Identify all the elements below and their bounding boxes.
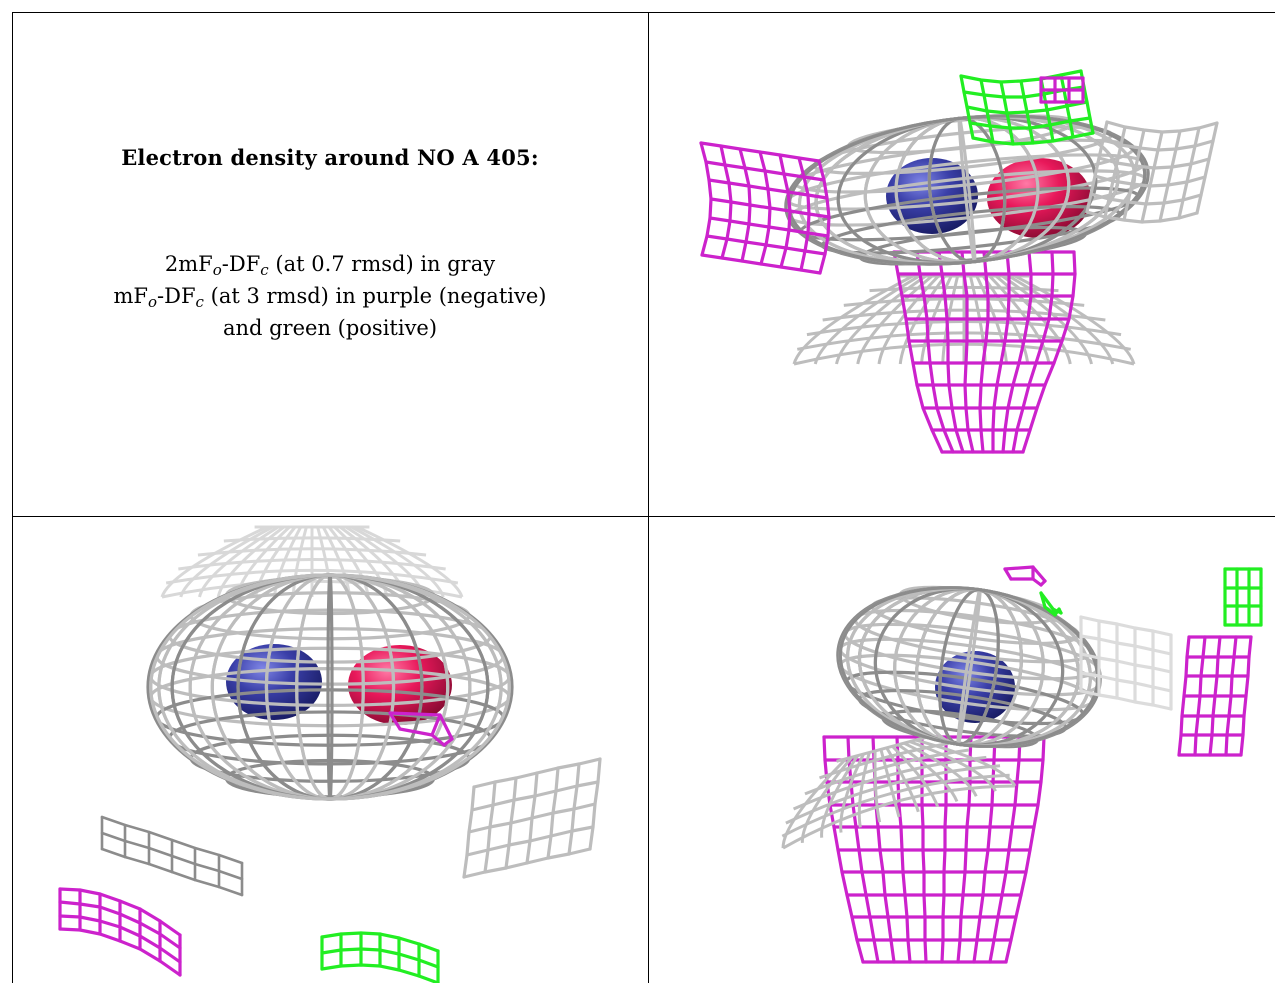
positive-mesh-right xyxy=(1223,567,1263,627)
negative-mesh-left xyxy=(699,141,831,275)
positive-mesh-top xyxy=(959,69,1095,146)
positive-mesh-bottom xyxy=(320,931,440,983)
border-left xyxy=(12,12,13,983)
negative-mesh-bottom xyxy=(58,887,182,977)
line1-sub1: o xyxy=(212,261,222,279)
caption-line-2: mFo-DFc (at 3 rmsd) in purple (negative) xyxy=(12,280,648,312)
line1-post: (at 0.7 rmsd) in gray xyxy=(268,252,496,276)
density-view-bottom-right xyxy=(781,565,1263,964)
caption-lines: 2mFo-DFc (at 0.7 rmsd) in gray mFo-DFc (… xyxy=(12,248,648,344)
view-bottom-left-cell xyxy=(12,517,648,983)
line1-mid: -DF xyxy=(221,252,261,276)
density-view-bottom-left xyxy=(58,525,602,983)
border-top xyxy=(12,12,1275,13)
view-bottom-right-cell xyxy=(649,517,1275,983)
caption-title: Electron density around NO A 405: xyxy=(121,145,539,170)
negative-mesh-lower xyxy=(892,250,1077,454)
line1-pre: 2mF xyxy=(164,252,213,276)
caption-line-3: and green (positive) xyxy=(222,316,438,340)
caption-line-1: 2mFo-DFc (at 0.7 rmsd) in gray xyxy=(12,248,648,280)
border-middle-vertical xyxy=(648,12,649,983)
gray-mesh-right xyxy=(462,757,602,879)
negative-mesh-top-small xyxy=(1039,76,1085,104)
border-middle-horizontal xyxy=(12,516,1275,517)
line2-sub1: o xyxy=(148,293,158,311)
gray-mesh-side xyxy=(1079,615,1173,711)
negative-mesh-top-small xyxy=(1003,565,1047,587)
line2-sub2: c xyxy=(195,293,204,311)
gray-mesh-main xyxy=(836,585,1102,749)
gray-mesh-lower xyxy=(781,736,1017,850)
view-top-right-cell xyxy=(649,12,1275,516)
gray-mesh-right xyxy=(1085,120,1219,224)
line1-sub2: c xyxy=(260,261,269,279)
line2-pre: mF xyxy=(113,284,148,308)
gray-mesh-strip-left xyxy=(100,815,244,897)
negative-mesh-small xyxy=(388,711,454,747)
negative-mesh-right xyxy=(1177,635,1253,757)
line2-post: (at 3 rmsd) in purple (negative) xyxy=(203,284,547,308)
caption: Electron density around NO A 405: 2mFo-D… xyxy=(12,12,648,516)
caption-cell: Electron density around NO A 405: 2mFo-D… xyxy=(12,12,648,516)
density-view-top-right xyxy=(699,69,1219,454)
positive-mesh-top-small xyxy=(1039,591,1063,617)
gray-mesh-main xyxy=(146,573,514,801)
line2-mid: -DF xyxy=(157,284,196,308)
